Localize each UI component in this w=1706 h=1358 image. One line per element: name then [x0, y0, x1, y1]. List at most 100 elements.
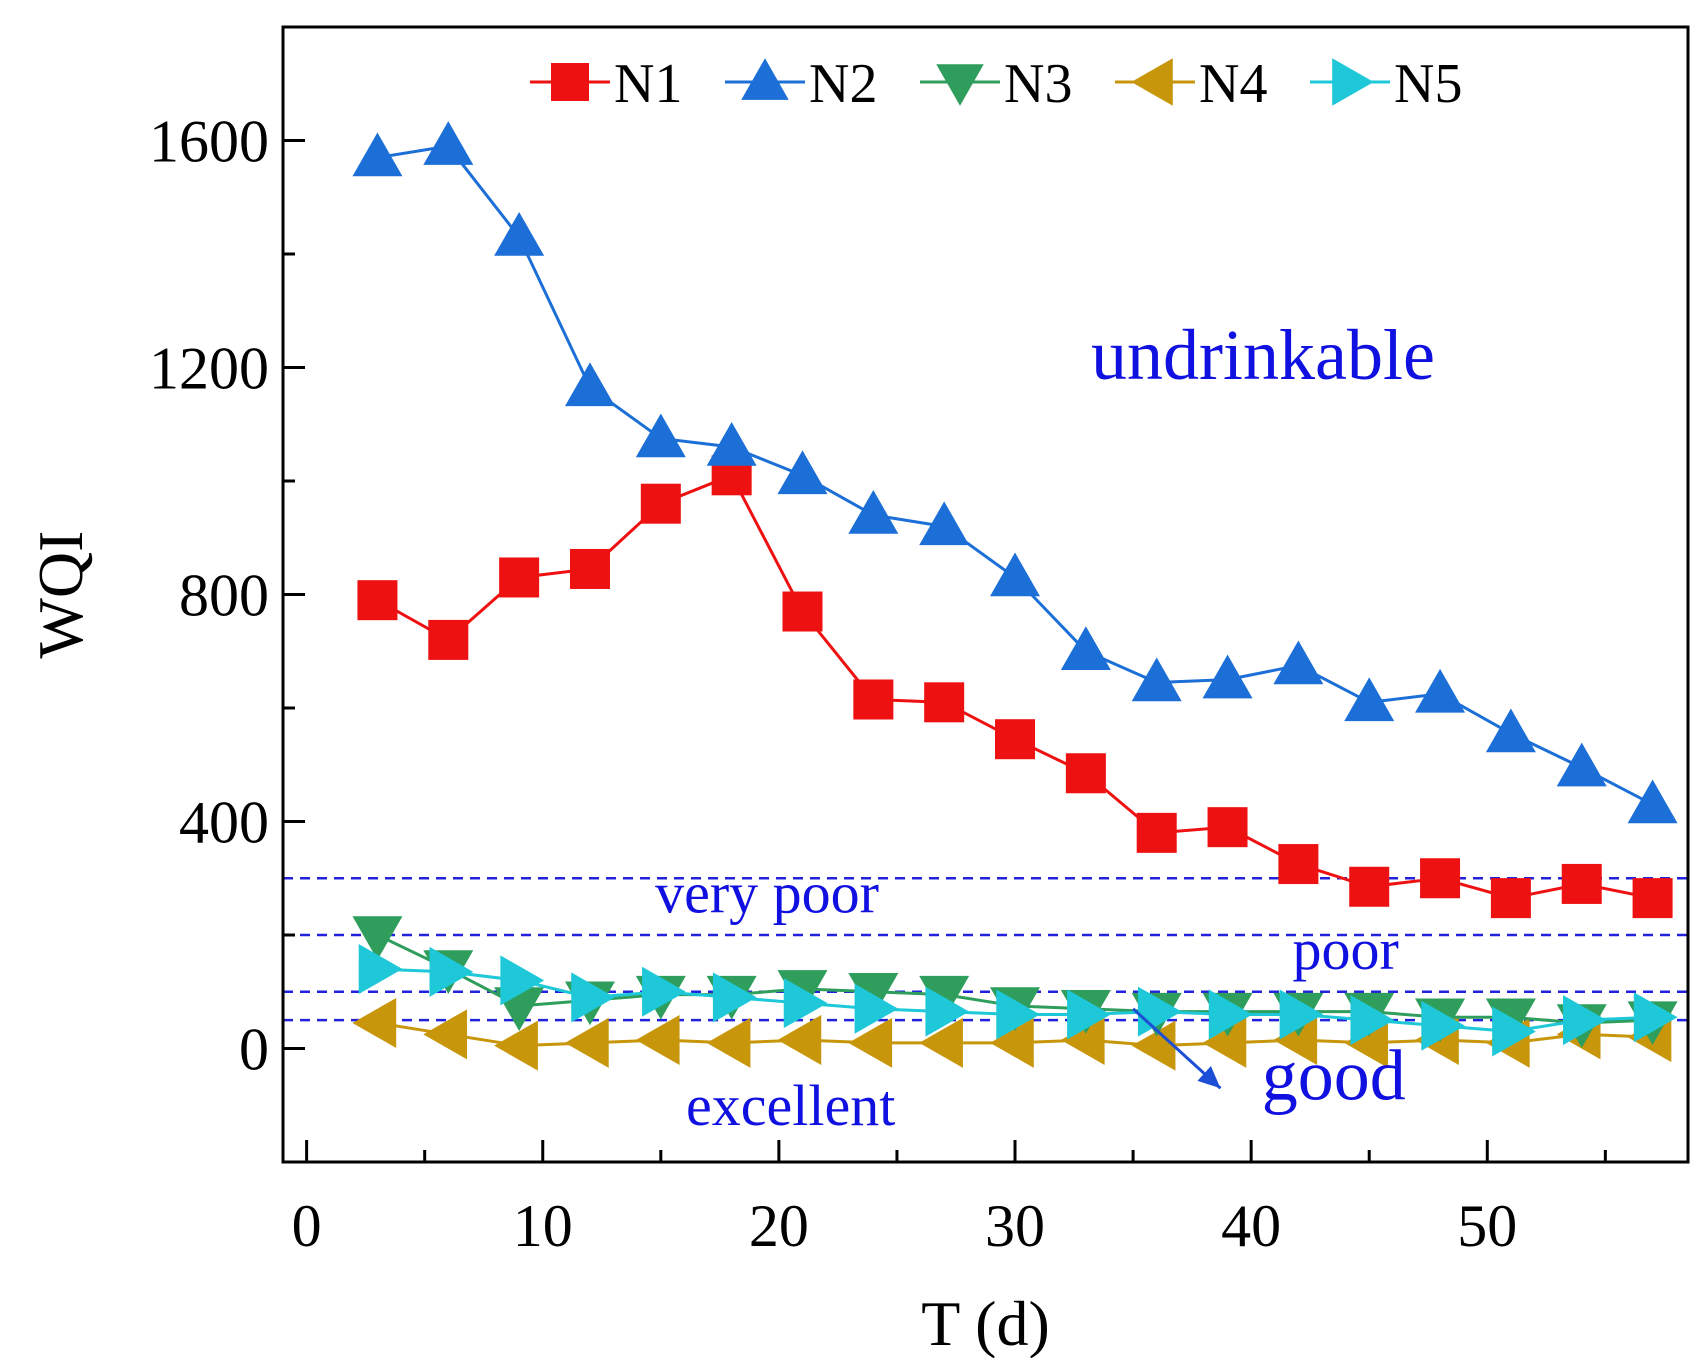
legend: N1 N2 N3 N4 N5	[530, 53, 1462, 115]
y-tick-label: 800	[179, 563, 269, 629]
legend-marker	[741, 58, 789, 100]
x-tick-label: 30	[985, 1193, 1045, 1259]
y-axis-title: WQI	[25, 531, 96, 659]
x-tick-label: 0	[292, 1193, 322, 1259]
point-N1	[1561, 863, 1602, 904]
legend-label: N5	[1394, 53, 1462, 115]
point-N5	[1208, 989, 1253, 1040]
point-N2	[1060, 626, 1111, 670]
y-tick-label: 1200	[149, 336, 269, 402]
point-N5	[1492, 1006, 1536, 1057]
point-N2	[919, 501, 970, 546]
annotation-arrow-head	[1197, 1066, 1221, 1089]
y-tick-label: 0	[239, 1017, 269, 1083]
point-N5	[642, 966, 686, 1017]
point-N5	[925, 986, 970, 1037]
point-N5	[783, 978, 828, 1029]
point-N5	[996, 989, 1041, 1040]
point-N1	[924, 682, 965, 723]
point-N2	[990, 552, 1041, 597]
point-N1	[428, 619, 469, 660]
zone-label: poor	[1292, 917, 1398, 982]
point-N4	[848, 1017, 893, 1068]
point-N5	[854, 983, 899, 1034]
zone-label: good	[1262, 1036, 1406, 1116]
point-N1	[1065, 753, 1106, 794]
legend-marker	[1332, 58, 1374, 106]
point-N1	[1632, 878, 1673, 919]
legend-marker	[936, 64, 984, 106]
x-tick-label: 50	[1457, 1193, 1517, 1259]
point-N5	[712, 972, 757, 1023]
legend-item-N4: N4	[1115, 53, 1267, 115]
point-N4	[990, 1017, 1034, 1068]
point-N4	[635, 1014, 680, 1065]
point-N5	[1350, 995, 1395, 1046]
legend-item-N2: N2	[725, 53, 877, 115]
point-N4	[352, 997, 397, 1048]
series-N1	[357, 455, 1673, 919]
zone-annotations: undrinkable very poor poor good excellent	[655, 315, 1435, 1138]
point-N2	[352, 132, 403, 177]
series-line-N1	[376, 473, 1653, 900]
series-N5	[358, 944, 1678, 1057]
point-N4	[1202, 1017, 1247, 1068]
point-N4	[1060, 1014, 1105, 1065]
point-N2	[1273, 640, 1324, 685]
x-axis-title: T (d)	[921, 1288, 1050, 1358]
point-N2	[1344, 677, 1395, 722]
point-N1	[853, 679, 894, 720]
zone-label: excellent	[686, 1073, 895, 1138]
point-N1	[1490, 878, 1531, 919]
point-N1	[995, 719, 1036, 760]
point-N4	[564, 1017, 609, 1068]
point-N1	[782, 591, 823, 632]
point-N1	[1420, 858, 1461, 899]
point-N5	[1562, 995, 1607, 1046]
point-N5	[571, 972, 615, 1023]
point-N5	[1421, 1000, 1466, 1051]
point-N2	[1556, 742, 1607, 787]
point-N4	[1344, 1017, 1388, 1068]
point-N1	[357, 580, 398, 621]
series-group	[352, 121, 1678, 1071]
legend-label: N1	[614, 53, 682, 115]
point-N2	[423, 121, 474, 165]
point-N2	[1485, 708, 1536, 753]
threshold-lines	[283, 877, 1688, 1022]
point-N1	[499, 557, 540, 598]
legend-label: N4	[1199, 53, 1267, 115]
x-tick-label: 20	[749, 1193, 809, 1259]
point-N5	[429, 946, 474, 997]
legend-label: N2	[809, 53, 877, 115]
point-N2	[777, 450, 828, 495]
point-N1	[1136, 812, 1177, 853]
point-N2	[635, 413, 686, 458]
zone-label: undrinkable	[1091, 315, 1435, 395]
point-N2	[706, 421, 757, 466]
point-N4	[777, 1014, 822, 1065]
point-N1	[640, 483, 681, 524]
point-N5	[1067, 989, 1111, 1040]
point-N4	[494, 1020, 538, 1071]
point-N1	[569, 548, 610, 589]
point-N4	[919, 1017, 963, 1068]
series-line-N2	[377, 144, 1654, 806]
y-tick-label: 400	[179, 790, 269, 856]
point-N2	[848, 490, 899, 534]
point-N2	[1627, 779, 1678, 824]
zone-label: very poor	[655, 860, 879, 925]
legend-marker	[1131, 58, 1173, 106]
point-N5	[1633, 992, 1678, 1043]
legend-item-N5: N5	[1310, 53, 1462, 115]
point-N5	[500, 955, 545, 1006]
legend-item-N3: N3	[920, 53, 1072, 115]
point-N5	[358, 944, 403, 995]
point-N1	[1349, 866, 1390, 907]
y-tick-label: 1600	[149, 109, 269, 175]
point-N5	[1279, 989, 1324, 1040]
point-N1	[1207, 807, 1248, 848]
x-tick-label: 40	[1221, 1193, 1281, 1259]
point-N2	[1202, 654, 1253, 699]
